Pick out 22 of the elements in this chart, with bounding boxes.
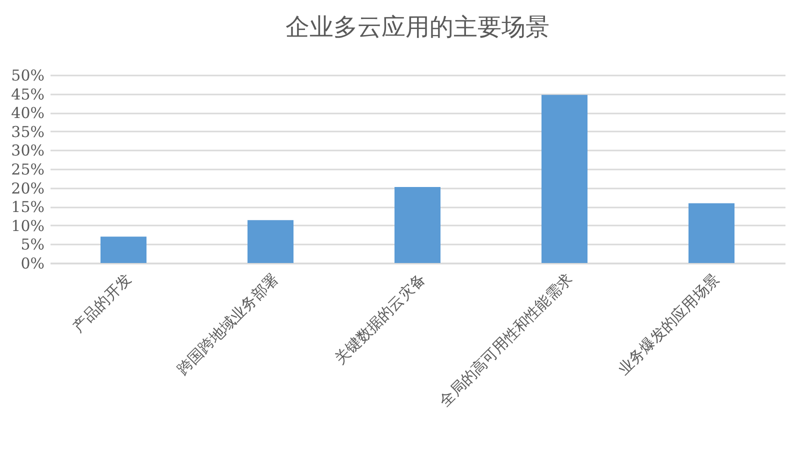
x-tick-label: 产品的开发 [69, 270, 135, 336]
y-tick-label: 20% [11, 179, 44, 198]
x-tick-label: 跨国跨地域业务部署 [174, 270, 282, 378]
x-tick-label: 关键数据的云灾备 [331, 270, 429, 368]
bar [394, 187, 441, 263]
bar [688, 203, 735, 263]
y-tick-label: 25% [11, 160, 44, 178]
x-tick-label: 全局的高可用性和性能需求 [436, 270, 576, 410]
y-tick-label: 5% [20, 236, 44, 254]
chart-title: 企业多云应用的主要场景 [286, 13, 550, 41]
bar [100, 236, 147, 263]
y-tick-label: 15% [11, 198, 44, 216]
y-tick-label: 45% [11, 85, 44, 104]
y-tick-label: 0% [20, 254, 44, 272]
x-tick-label: 业务爆发的应用场景 [614, 270, 723, 378]
y-tick-label: 40% [11, 104, 44, 122]
y-tick-label: 10% [11, 216, 44, 235]
y-tick-label: 50% [11, 66, 44, 84]
y-tick-label: 30% [11, 142, 44, 160]
y-tick-label: 35% [11, 122, 44, 141]
bar [541, 94, 588, 263]
bar [247, 220, 294, 263]
